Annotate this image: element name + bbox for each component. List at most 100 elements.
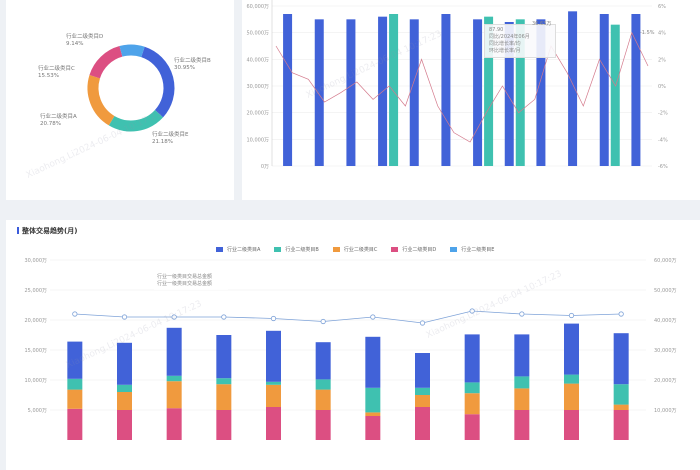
legend-label: 行业二级类目E bbox=[461, 247, 495, 253]
stacked-bar-segment bbox=[613, 404, 629, 410]
stacked-bar-segment bbox=[117, 342, 132, 385]
line-point bbox=[270, 315, 277, 322]
stacked-bar-segment bbox=[315, 410, 331, 440]
stacked-bar-segment bbox=[415, 407, 430, 440]
y-tick-label: 40,000万 bbox=[247, 57, 270, 63]
line-point bbox=[568, 312, 575, 319]
bar-series-1 bbox=[473, 19, 483, 167]
y2-tick-label: 50,000万 bbox=[654, 288, 677, 294]
stacked-bar-segment bbox=[67, 378, 83, 390]
stacked-bar-segment bbox=[613, 384, 629, 405]
legend-item-c[interactable]: 行业二级类目C bbox=[332, 246, 378, 253]
top-line-data-label: -1.5% bbox=[640, 30, 655, 36]
stacked-bar-segment bbox=[564, 374, 579, 384]
bar-series-1 bbox=[599, 14, 609, 166]
slice-label: 行业二级类目B bbox=[174, 56, 211, 64]
legend-item-b[interactable]: 行业二级类目B bbox=[274, 246, 319, 253]
stacked-bar-segment bbox=[315, 379, 331, 390]
legend-label: 行业二级类目D bbox=[402, 247, 437, 253]
stacked-bar-segment bbox=[166, 408, 182, 440]
stacked-bar-segment bbox=[266, 330, 281, 382]
top-bar-data-label: 36.63万 bbox=[532, 21, 552, 27]
stacked-bar-segment bbox=[464, 393, 480, 415]
bar-series-1 bbox=[504, 22, 514, 166]
line-point bbox=[519, 311, 525, 317]
y-tick-label: 60,000万 bbox=[247, 4, 270, 10]
stacked-bar-segment bbox=[216, 410, 232, 440]
stacked-bar-segment bbox=[216, 378, 232, 385]
line-point bbox=[221, 314, 227, 320]
bar-series-1 bbox=[568, 11, 578, 167]
legend-swatch bbox=[391, 247, 399, 252]
stacked-bar-segment bbox=[365, 412, 381, 416]
bar-series-1 bbox=[346, 19, 356, 167]
stacked-bar-segment bbox=[464, 414, 480, 440]
stacked-bar-segment bbox=[613, 410, 629, 440]
stacked-bar-segment bbox=[564, 383, 579, 410]
bar-series-1 bbox=[283, 14, 293, 166]
stacked-bar-segment bbox=[67, 341, 83, 379]
bottom-chart-tooltip: 行业一级类目交易总金额 行业一级类目交易总金额 bbox=[154, 272, 228, 290]
tooltip-line-1: 行业一级类目交易总金额 bbox=[157, 274, 213, 280]
bar-series-1 bbox=[536, 19, 546, 167]
slice-label: 行业二级类目D bbox=[66, 32, 103, 40]
line-point bbox=[419, 320, 426, 326]
stacked-bar-segment bbox=[315, 342, 331, 380]
stacked-bar-segment bbox=[266, 381, 281, 385]
y-tick-label: 50,000万 bbox=[247, 31, 270, 37]
legend-label: 行业二级类目C bbox=[343, 247, 378, 253]
stacked-bar-segment bbox=[365, 416, 381, 440]
donut-slice bbox=[108, 109, 164, 132]
legend-item-a[interactable]: 行业二级类目A bbox=[216, 246, 260, 253]
stacked-bar-segment bbox=[464, 382, 480, 394]
y2-tick-label: 60,000万 bbox=[654, 258, 677, 264]
line-point bbox=[320, 318, 326, 325]
line-point bbox=[171, 314, 177, 320]
tooltip-value: 87.90 bbox=[489, 27, 504, 33]
legend-label: 行业二级类目A bbox=[227, 247, 261, 253]
y-tick-label: 5,000万 bbox=[28, 408, 47, 414]
bottom-chart-title: 整体交易趋势(月) bbox=[16, 227, 78, 235]
bar-series-2 bbox=[389, 14, 399, 166]
line-series bbox=[275, 31, 649, 143]
bar-series-1 bbox=[409, 19, 419, 167]
y2-tick-label: 10,000万 bbox=[654, 408, 677, 414]
stacked-bar-segment bbox=[415, 353, 430, 388]
y2-tick-label: 20,000万 bbox=[654, 378, 677, 384]
y2-tick-label: 4% bbox=[658, 31, 666, 37]
slice-percent: 20.78% bbox=[40, 121, 61, 127]
y-tick-label: 25,000万 bbox=[25, 288, 48, 294]
stacked-bar-segment bbox=[365, 336, 381, 388]
stacked-bar-segment bbox=[365, 387, 381, 413]
stacked-bar-segment bbox=[117, 392, 132, 410]
y-tick-label: 20,000万 bbox=[25, 318, 48, 324]
stacked-bar-segment bbox=[216, 384, 232, 410]
y2-tick-label: 40,000万 bbox=[654, 318, 677, 324]
y-tick-label: 20,000万 bbox=[247, 111, 270, 117]
y2-tick-label: -2% bbox=[658, 111, 668, 117]
bar-series-2 bbox=[515, 19, 525, 167]
legend-item-d[interactable]: 行业二级类目D bbox=[391, 246, 436, 253]
y-tick-label: 10,000万 bbox=[25, 378, 48, 384]
bar-series-1 bbox=[314, 19, 324, 167]
stacked-bar-segment bbox=[415, 387, 430, 395]
stacked-bar-segment bbox=[315, 389, 331, 410]
y-tick-label: 0万 bbox=[261, 164, 269, 170]
stacked-bar-segment bbox=[415, 395, 430, 407]
line-point bbox=[72, 311, 78, 317]
bottom-chart-legend[interactable]: 行业二级类目A 行业二级类目B 行业二级类目C 行业二级类目D 行业二级类目E bbox=[216, 246, 494, 253]
y2-tick-label: 6% bbox=[658, 4, 666, 10]
legend-item-e[interactable]: 行业二级类目E bbox=[450, 246, 494, 253]
stacked-bar-segment bbox=[514, 410, 530, 440]
slice-percent: 15.53% bbox=[38, 73, 59, 79]
tooltip-line-2: 行业一级类目交易总金额 bbox=[157, 281, 213, 287]
legend-swatch bbox=[274, 247, 282, 252]
line-point bbox=[121, 314, 128, 320]
donut-slice bbox=[119, 44, 145, 58]
stacked-bar-segment bbox=[67, 389, 83, 409]
y2-tick-label: 2% bbox=[658, 57, 666, 63]
stacked-bar-segment bbox=[613, 333, 629, 385]
top-chart-panel: 60,000万 50,000万 40,000万 30,000万 20,000万 10,00… bbox=[242, 0, 700, 200]
line-point bbox=[469, 308, 475, 314]
